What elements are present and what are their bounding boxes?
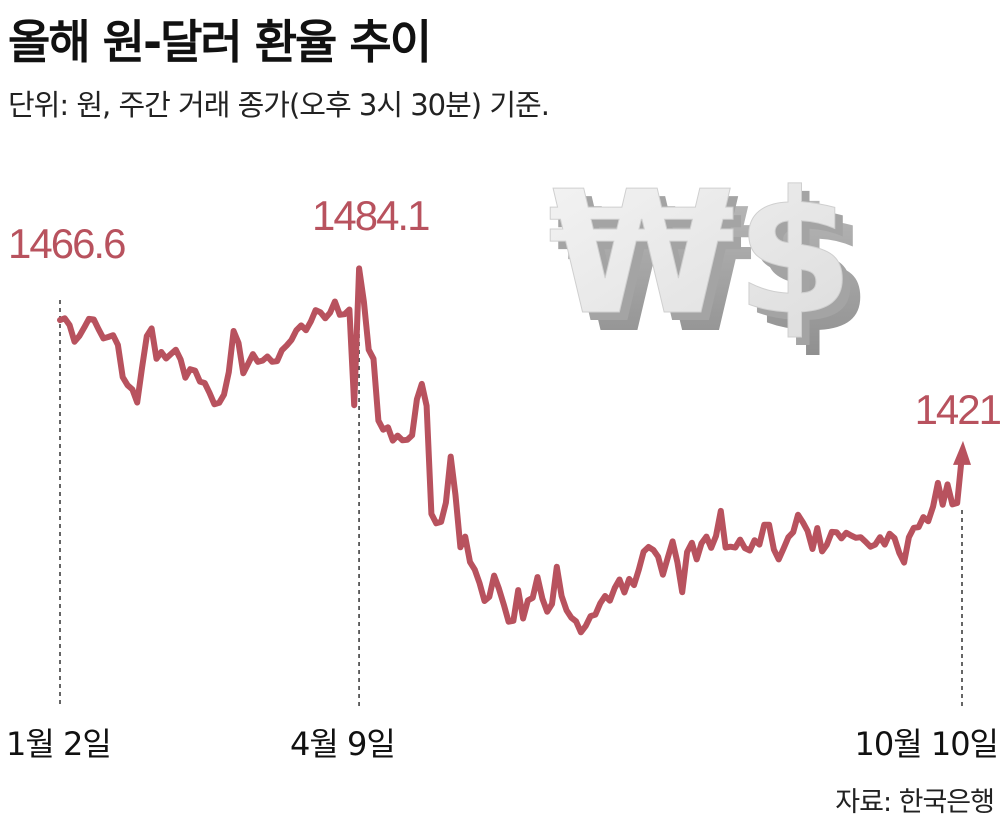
won-dollar-3d-icon: ₩$ ₩$ ₩$ xyxy=(548,155,872,372)
chart-title: 올해 원-달러 환율 추이 xyxy=(8,15,432,69)
x-tick-label: 10월 10일 xyxy=(855,725,999,763)
chart-subtitle: 단위: 원, 주간 거래 종가(오후 3시 30분) 기준. xyxy=(8,88,550,122)
x-tick-label: 1월 2일 xyxy=(6,725,111,763)
value-label: 1484.1 xyxy=(312,192,429,239)
value-label: 1421 xyxy=(915,386,1001,433)
exchange-rate-line xyxy=(57,265,965,636)
won-dollar-mid: ₩$ xyxy=(556,163,862,361)
end-arrow-icon xyxy=(953,440,971,465)
won-dollar-face: ₩$ xyxy=(548,155,854,353)
source-note: 자료: 한국은행 xyxy=(835,787,995,818)
x-tick-label: 4월 9일 xyxy=(290,725,395,763)
won-dollar-shadow: ₩$ xyxy=(566,173,872,371)
value-label: 1466.6 xyxy=(8,220,125,267)
